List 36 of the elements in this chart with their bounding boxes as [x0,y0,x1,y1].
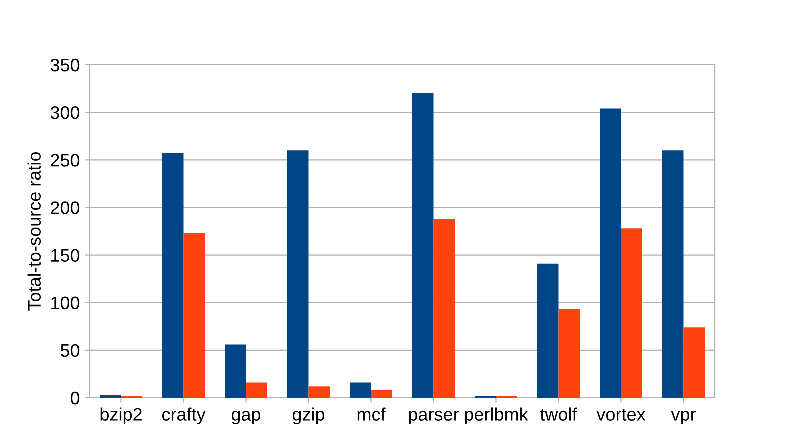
bar [434,219,455,398]
x-tick-label: vpr [671,411,696,425]
y-tick-label: 0 [70,392,80,405]
x-tick-label: gzip [292,408,325,425]
bar [662,150,684,398]
bar [184,233,205,398]
bar [246,382,268,398]
bar [538,264,559,398]
x-tick-label: gap [232,411,261,425]
x-tick-label: vortex [596,409,646,421]
y-tick-label: 150 [52,249,80,262]
x-tick-label: crafty [162,408,206,425]
bar [371,390,392,398]
x-tick-label: parser [409,411,460,425]
bar [558,310,580,398]
y-axis-title: Total-to-source ratio [28,152,42,311]
bar [412,94,434,398]
bar [308,386,330,398]
y-tick-label: 300 [50,106,80,120]
bar [684,328,705,398]
y-tick-label: 350 [50,58,80,72]
bar [600,108,622,398]
y-tick-label: 50 [60,344,80,358]
bar [100,395,122,398]
x-tick-label: twolf [540,408,578,421]
y-tick-label: 250 [51,154,80,167]
bar [225,344,246,398]
x-tick-label: mcf [358,408,386,421]
y-tick-label: 200 [51,202,80,214]
bar [621,228,642,398]
x-tick-label: bzip2 [100,408,142,425]
y-tick-label: 100 [52,296,80,310]
bar [350,382,372,398]
bar [288,150,309,398]
x-tick-label: perlbmk [465,408,528,425]
bar [162,153,184,398]
